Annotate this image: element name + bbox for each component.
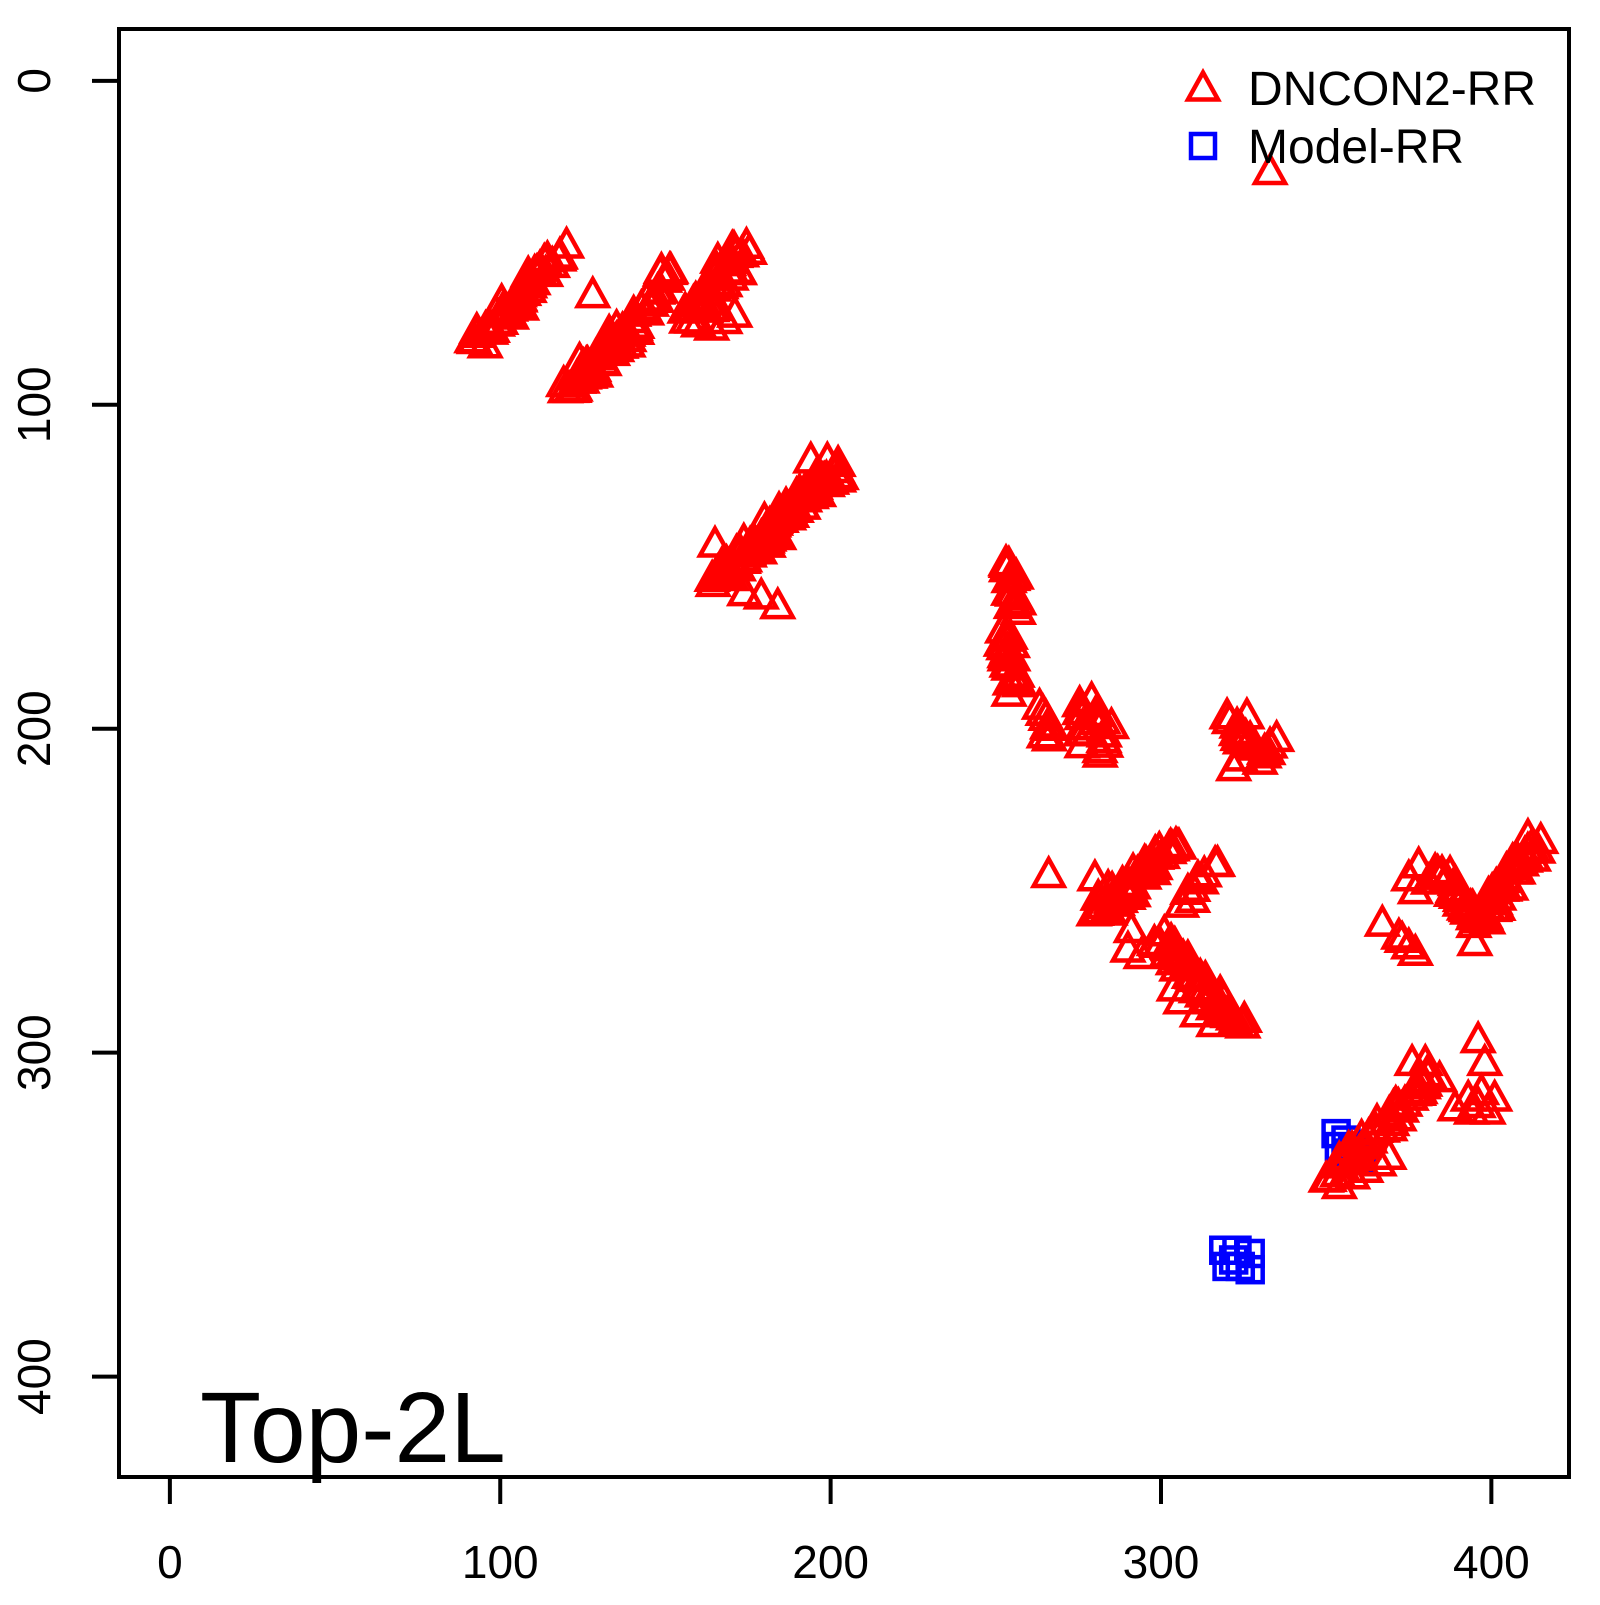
scatter-point-dncon2-rr (1420, 1058, 1459, 1093)
x-axis: 0 100 200 300 400 (157, 1477, 1530, 1588)
y-tick-label: 0 (8, 68, 60, 94)
y-axis: 0 100 200 300 400 (8, 68, 119, 1415)
scatter-point-dncon2-rr (1241, 740, 1279, 775)
scatter-point-dncon2-rr (1216, 1001, 1254, 1036)
scatter-point-dncon2-rr (999, 581, 1038, 616)
scatter-point-dncon2-rr (1195, 1003, 1233, 1038)
x-tick-label: 300 (1123, 1536, 1200, 1588)
scatter-point-dncon2-rr (1025, 714, 1064, 749)
scatter-point-model-rr (1225, 1251, 1256, 1282)
scatter-point-dncon2-rr (682, 287, 721, 322)
scatter-point-dncon2-rr (1214, 747, 1253, 782)
scatter-point-dncon2-rr (725, 572, 764, 607)
scatter-point-dncon2-rr (1079, 877, 1118, 911)
scatter-points-layer (453, 151, 1560, 1285)
square-marker-icon (1188, 131, 1218, 161)
legend-item-model-rr: Model-RR (1188, 121, 1464, 174)
scatter-point-dncon2-rr (1462, 1071, 1501, 1106)
scatter-point-dncon2-rr (730, 231, 769, 266)
scatter-point-dncon2-rr (1459, 1019, 1497, 1054)
scatter-point-dncon2-rr (1475, 1077, 1514, 1112)
scatter-point-dncon2-rr (742, 575, 781, 610)
legend-label-dncon2-rr: DNCON2-RR (1248, 63, 1536, 116)
scatter-point-dncon2-rr (819, 443, 857, 478)
scatter-point-dncon2-rr (1370, 1136, 1408, 1171)
scatter-point-dncon2-rr (1465, 1042, 1504, 1077)
scatter-point-dncon2-rr (1257, 718, 1296, 753)
scatter-point-dncon2-rr (1178, 993, 1217, 1028)
y-tick-label: 100 (8, 366, 60, 443)
scatter-point-dncon2-rr (990, 672, 1028, 707)
scatter-point-dncon2-rr (1029, 854, 1068, 889)
scatter-point-dncon2-rr (1208, 993, 1246, 1028)
scatter-point-dncon2-rr (720, 251, 759, 286)
scatter-point-dncon2-rr (1320, 1165, 1359, 1200)
plot-title: Top-2L (200, 1372, 506, 1484)
scatter-point-dncon2-rr (992, 585, 1031, 620)
scatter-point-dncon2-rr (696, 523, 734, 558)
y-tick-label: 400 (8, 1338, 60, 1415)
scatter-point-dncon2-rr (1208, 695, 1246, 730)
scatter-point-dncon2-rr (1396, 870, 1435, 905)
scatter-point-dncon2-rr (1228, 695, 1266, 730)
scatter-point-dncon2-rr (1112, 909, 1151, 944)
legend: DNCON2-RR Model-RR (1184, 63, 1536, 174)
scatter-point-dncon2-rr (715, 293, 754, 328)
scatter-point-dncon2-rr (1521, 820, 1560, 855)
scatter-point-dncon2-rr (1452, 1090, 1491, 1125)
scatter-point-dncon2-rr (1155, 967, 1194, 1002)
x-tick-label: 0 (157, 1536, 183, 1588)
triangle-marker-icon (1184, 67, 1222, 102)
plot-border (117, 27, 1571, 1479)
scatter-point-dncon2-rr (1383, 919, 1421, 954)
scatter-point-dncon2-rr (1251, 151, 1289, 186)
scatter-point-dncon2-rr (991, 661, 1030, 696)
scatter-point-dncon2-rr (566, 352, 605, 387)
scatter-point-dncon2-rr (1092, 705, 1131, 740)
scatter-point-dncon2-rr (1509, 816, 1547, 851)
x-tick-label: 200 (792, 1536, 869, 1588)
x-tick-label: 400 (1453, 1536, 1530, 1588)
scatter-point-dncon2-rr (1030, 717, 1069, 752)
scatter-point-dncon2-rr (1081, 733, 1119, 768)
y-tick-label: 200 (8, 690, 60, 767)
scatter-point-dncon2-rr (1399, 844, 1438, 879)
scatter-point-dncon2-rr (651, 251, 689, 286)
scatter-point-dncon2-rr (999, 591, 1038, 626)
scatter-point-dncon2-rr (1360, 1142, 1398, 1177)
scatter-point-dncon2-rr (1072, 679, 1111, 714)
scatter-point-dncon2-rr (986, 617, 1025, 652)
scatter-point-dncon2-rr (567, 344, 605, 379)
scatter-point-dncon2-rr (1410, 1054, 1448, 1089)
scatter-point-dncon2-rr (1251, 724, 1289, 759)
legend-item-dncon2-rr: DNCON2-RR (1184, 63, 1536, 116)
scatter-point-dncon2-rr (547, 224, 586, 259)
scatter-point-dncon2-rr (573, 274, 612, 309)
scatter-point-dncon2-rr (1409, 860, 1448, 895)
scatter-point-dncon2-rr (818, 449, 857, 484)
scatter-point-model-rr (1218, 1245, 1249, 1275)
scatter-point-dncon2-rr (1456, 922, 1494, 957)
legend-label-model-rr: Model-RR (1248, 121, 1464, 174)
scatter-point-dncon2-rr (1363, 902, 1402, 937)
y-tick-label: 300 (8, 1014, 60, 1091)
scatter-point-dncon2-rr (1333, 1155, 1372, 1190)
scatter-point-dncon2-rr (758, 585, 797, 620)
series-dncon2-rr (453, 151, 1560, 1200)
scatter-point-dncon2-rr (533, 244, 572, 279)
scatter-point-dncon2-rr (1198, 843, 1237, 878)
scatter-point-model-rr (1235, 1254, 1265, 1285)
scatter-point-dncon2-rr (1151, 825, 1190, 860)
scatter-point-dncon2-rr (993, 624, 1032, 659)
x-tick-label: 100 (462, 1536, 539, 1588)
scatter-point-dncon2-rr (1185, 853, 1224, 888)
scatter-point-dncon2-rr (1389, 925, 1428, 960)
scatter-point-dncon2-rr (1436, 1087, 1474, 1122)
